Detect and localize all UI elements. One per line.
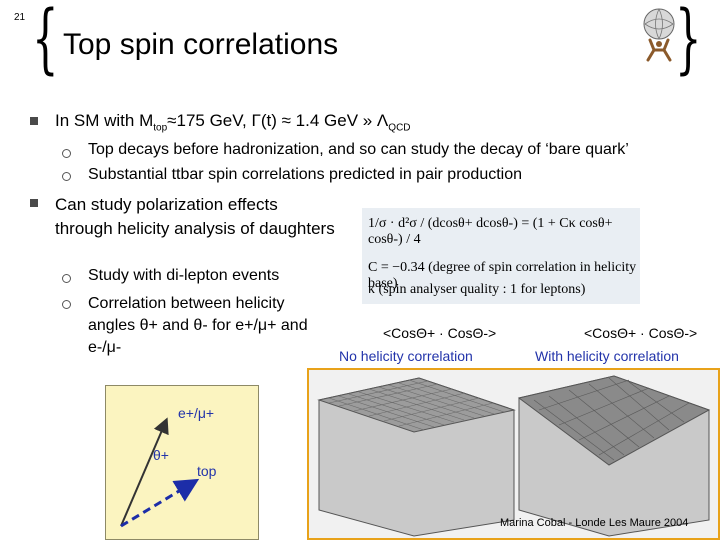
sub-bullet-marker — [62, 172, 71, 181]
right-plot-heading: <CosΘ+ · CosΘ-> — [584, 325, 698, 341]
right-plot-caption: With helicity correlation — [535, 348, 679, 364]
formula-distribution: 1/σ · d²σ / (dcosθ+ dcosθ-) = (1 + Cκ co… — [368, 216, 613, 247]
top-label: top — [197, 463, 217, 479]
atlas-logo-icon — [636, 6, 682, 62]
bullet-sm-parameters: In SM with Mtop≈175 GeV, Γ(t) ≈ 1.4 GeV … — [55, 111, 411, 134]
left-plot-caption: No helicity correlation — [339, 348, 473, 364]
sub-bullet-spin-correlations: Substantial ttbar spin correlations pred… — [88, 166, 523, 183]
bullet-marker — [30, 117, 38, 125]
bullet-marker — [30, 199, 38, 207]
sub-bullet-helicity-angles: Correlation between helicity angles θ+ a… — [88, 295, 308, 356]
sub-bullet-bare-quark: Top decays before hadronization, and so … — [88, 141, 629, 158]
angle-label: θ+ — [153, 447, 169, 463]
slide-number: 21 — [14, 12, 26, 23]
formula-kappa: κ (spin analyser quality : 1 for leptons… — [368, 282, 586, 297]
bullet-polarization: Can study polarization effects through h… — [55, 195, 335, 238]
lepton-label: e+/μ+ — [178, 405, 215, 421]
formula-c-value: C = −0.34 (degree of spin correlation in… — [368, 260, 637, 291]
sub-bullet-marker — [62, 300, 71, 309]
footer-author: Marina Cobal - Londe Les Maure 2004 — [500, 517, 689, 529]
title-bracket-left: { — [32, 0, 59, 82]
lepton-arrow — [120, 417, 169, 527]
sub-bullet-marker — [62, 149, 71, 158]
lego-plots-image — [317, 375, 711, 537]
formula-box: 1/σ · d²σ / (dcosθ+ dcosθ-) = (1 + Cκ co… — [362, 208, 640, 304]
lego-plots-frame — [307, 368, 720, 540]
top-direction-arrow — [120, 478, 200, 528]
sub-bullet-dilepton: Study with di-lepton events — [88, 267, 280, 284]
page-title: Top spin correlations — [63, 28, 339, 61]
left-plot-heading: <CosΘ+ · CosΘ-> — [383, 325, 497, 341]
title-bracket-right: } — [675, 0, 702, 82]
helicity-diagram — [105, 385, 259, 540]
sub-bullet-marker — [62, 274, 71, 283]
